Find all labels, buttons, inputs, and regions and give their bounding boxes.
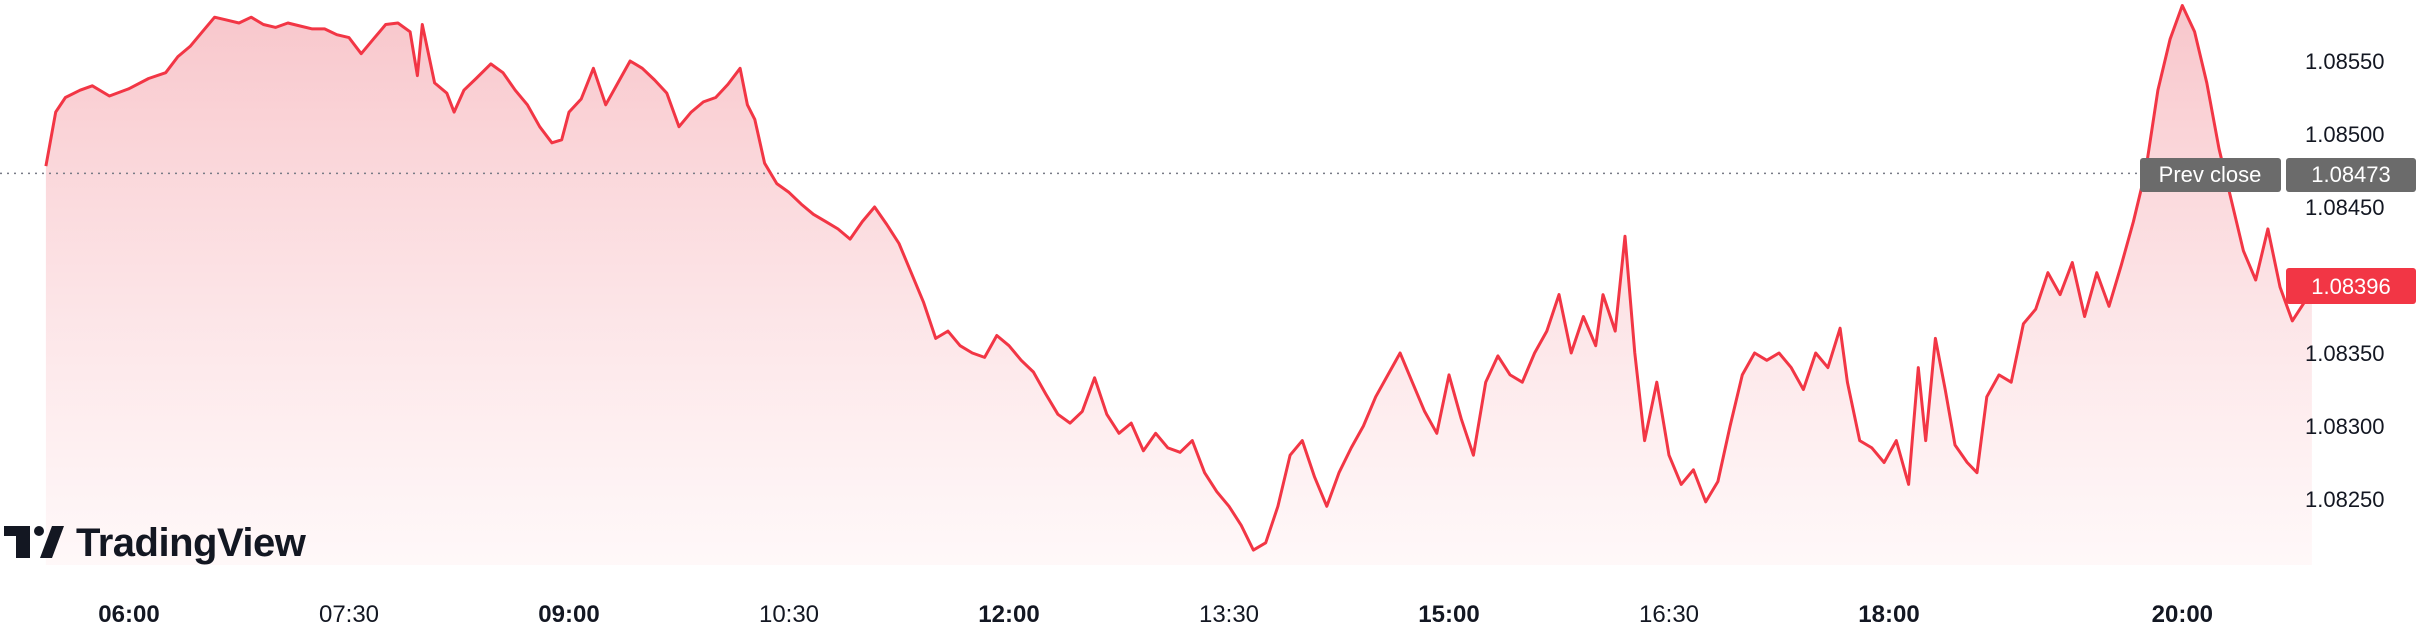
x-tick-label: 18:00	[1858, 601, 1919, 628]
y-tick-label: 1.08550	[2305, 49, 2385, 74]
y-tick-label: 1.08350	[2305, 341, 2385, 366]
x-tick-label: 16:30	[1639, 601, 1699, 628]
y-tick-label: 1.08500	[2305, 122, 2385, 147]
prev-close-label: Prev close	[2159, 162, 2262, 187]
y-tick-label: 1.08250	[2305, 487, 2385, 512]
time-axis[interactable]: 06:00 07:30 09:00 10:30 12:00 13:30 15:00 16:30…	[98, 601, 2213, 628]
prev-close-value: 1.08473	[2311, 162, 2391, 187]
price-area-fill	[45, 5, 2312, 565]
tradingview-logo-text: TradingView	[76, 521, 307, 565]
last-price-value: 1.08396	[2311, 274, 2391, 299]
price-axis[interactable]: 1.08550 1.08500 1.08450 1.08350 1.08300 1.082…	[2305, 49, 2385, 512]
x-tick-label: 20:00	[2152, 601, 2213, 628]
last-price-box	[2286, 268, 2416, 304]
x-tick-label: 07:30	[319, 601, 379, 628]
x-tick-label: 12:00	[978, 601, 1039, 628]
prev-close-value-box	[2286, 158, 2416, 192]
x-tick-label: 09:00	[538, 601, 599, 628]
tradingview-logo[interactable]: TradingView	[4, 521, 307, 565]
x-tick-label: 10:30	[759, 601, 819, 628]
x-tick-label: 13:30	[1199, 601, 1259, 628]
last-price-badge: 1.08396	[2286, 268, 2416, 304]
prev-close-badge: Prev close 1.08473	[2140, 158, 2416, 192]
prev-close-label-box	[2140, 158, 2281, 192]
x-tick-label: 06:00	[98, 601, 159, 628]
x-tick-label: 15:00	[1418, 601, 1479, 628]
tradingview-logo-icon	[4, 526, 64, 558]
y-tick-label: 1.08450	[2305, 195, 2385, 220]
y-tick-label: 1.08300	[2305, 414, 2385, 439]
plot-area[interactable]	[0, 4, 2325, 566]
price-line	[44, 4, 2314, 552]
